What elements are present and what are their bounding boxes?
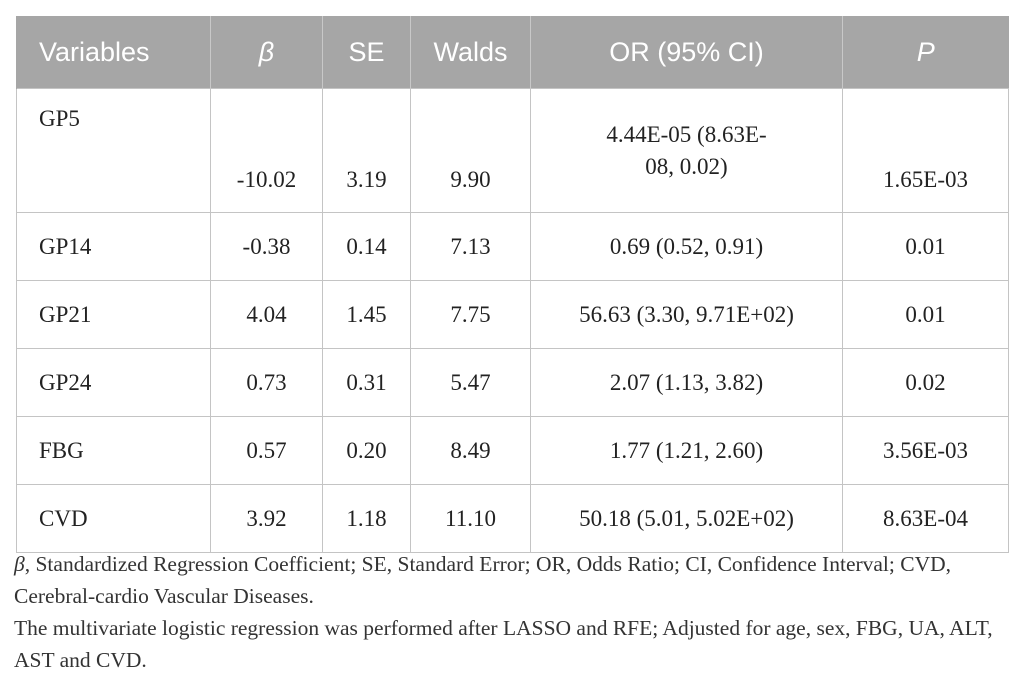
cell-se: 1.18 [322, 484, 411, 553]
regression-table: Variables β SE Walds OR (95% CI) P GP5 -… [16, 16, 1009, 553]
cell-walds: 5.47 [410, 348, 531, 417]
cell-or-ci: 50.18 (5.01, 5.02E+02) [530, 484, 843, 553]
table-row: FBG 0.57 0.20 8.49 1.77 (1.21, 2.60) 3.5… [16, 416, 1009, 485]
cell-p: 0.01 [842, 280, 1009, 349]
cell-variable: GP21 [16, 280, 211, 349]
method-footnote: The multivariate logistic regression was… [14, 616, 993, 672]
table-footnotes: β, Standardized Regression Coefficient; … [14, 548, 1010, 676]
cell-beta: 3.92 [210, 484, 323, 553]
cell-se: 0.14 [322, 212, 411, 281]
cell-se: 0.20 [322, 416, 411, 485]
cell-or-ci: 0.69 (0.52, 0.91) [530, 212, 843, 281]
cell-beta: -0.38 [210, 212, 323, 281]
cell-or-ci: 2.07 (1.13, 3.82) [530, 348, 843, 417]
cell-walds: 8.49 [410, 416, 531, 485]
cell-beta: 0.73 [210, 348, 323, 417]
cell-walds: 7.13 [410, 212, 531, 281]
regression-table-container: Variables β SE Walds OR (95% CI) P GP5 -… [16, 16, 1009, 553]
header-p: P [842, 16, 1009, 89]
cell-walds: 9.90 [410, 88, 531, 213]
cell-se: 0.31 [322, 348, 411, 417]
cell-variable: FBG [16, 416, 211, 485]
cell-se: 1.45 [322, 280, 411, 349]
cell-beta: 0.57 [210, 416, 323, 485]
table-row: GP21 4.04 1.45 7.75 56.63 (3.30, 9.71E+0… [16, 280, 1009, 349]
header-variables: Variables [16, 16, 211, 89]
cell-p: 1.65E-03 [842, 88, 1009, 213]
cell-p: 8.63E-04 [842, 484, 1009, 553]
cell-variable: CVD [16, 484, 211, 553]
cell-variable: GP14 [16, 212, 211, 281]
cell-or-ci: 56.63 (3.30, 9.71E+02) [530, 280, 843, 349]
cell-walds: 11.10 [410, 484, 531, 553]
beta-symbol: β [14, 552, 25, 576]
header-se: SE [322, 16, 411, 89]
table-header-row: Variables β SE Walds OR (95% CI) P [16, 16, 1009, 89]
cell-or-ci-line1: 4.44E-05 (8.63E- [606, 121, 767, 147]
cell-variable: GP24 [16, 348, 211, 417]
cell-variable: GP5 [16, 88, 211, 213]
cell-beta: -10.02 [210, 88, 323, 213]
cell-or-ci: 4.44E-05 (8.63E- 08, 0.02) [530, 88, 843, 213]
cell-p: 3.56E-03 [842, 416, 1009, 485]
header-walds: Walds [410, 16, 531, 89]
abbreviation-text: , Standardized Regression Coefficient; S… [14, 552, 952, 608]
cell-or-ci: 1.77 (1.21, 2.60) [530, 416, 843, 485]
cell-or-ci-line2: 08, 0.02) [645, 153, 728, 179]
cell-p: 0.01 [842, 212, 1009, 281]
header-beta: β [210, 16, 323, 89]
table-row: GP14 -0.38 0.14 7.13 0.69 (0.52, 0.91) 0… [16, 212, 1009, 281]
cell-p: 0.02 [842, 348, 1009, 417]
cell-beta: 4.04 [210, 280, 323, 349]
table-row: CVD 3.92 1.18 11.10 50.18 (5.01, 5.02E+0… [16, 484, 1009, 553]
table-row: GP5 -10.02 3.19 9.90 4.44E-05 (8.63E- 08… [16, 88, 1009, 213]
cell-walds: 7.75 [410, 280, 531, 349]
abbreviation-footnote: β, Standardized Regression Coefficient; … [14, 548, 1010, 612]
header-or-ci: OR (95% CI) [530, 16, 843, 89]
table-row: GP24 0.73 0.31 5.47 2.07 (1.13, 3.82) 0.… [16, 348, 1009, 417]
cell-se: 3.19 [322, 88, 411, 213]
